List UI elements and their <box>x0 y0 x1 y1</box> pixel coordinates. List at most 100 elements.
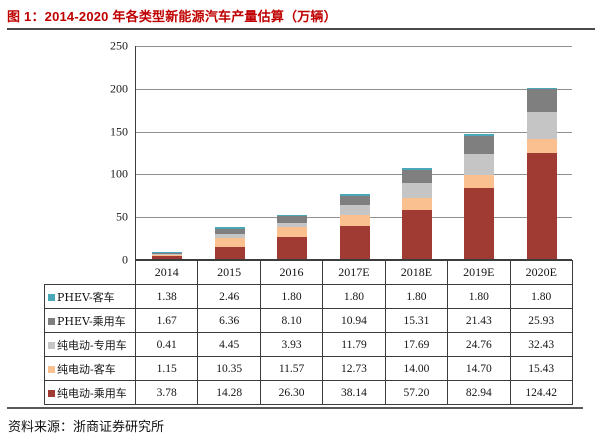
table-value-cell: 32.43 <box>509 332 573 357</box>
bar-segment <box>214 228 245 235</box>
year-header-cell: 2016 <box>259 260 324 285</box>
figure-title: 图 1：2014-2020 年各类型新能源汽车产量估算（万辆） <box>7 9 337 24</box>
bar-segment <box>152 254 183 256</box>
table-value-cell: 24.76 <box>447 332 511 357</box>
year-header-cell: 2020E <box>509 260 573 285</box>
table-value-cell: 12.73 <box>322 356 386 381</box>
y-axis-tick-label: 150 <box>110 124 128 139</box>
bar-segment <box>277 214 308 217</box>
table-value-cell: 10.94 <box>322 308 386 333</box>
legend-cell: 纯电动-客车 <box>44 356 136 381</box>
bar-segment <box>277 226 308 237</box>
bar-stack <box>464 134 495 259</box>
table-row: 纯电动-乘用车 3.78 14.28 26.30 38.14 57.20 82.94 124.… <box>44 380 573 405</box>
bar-segment <box>339 215 370 227</box>
bar-stack <box>214 226 245 259</box>
table-corner-cell <box>45 261 136 285</box>
y-axis-tick-label: 50 <box>116 209 128 224</box>
bar-segment <box>214 234 245 238</box>
bar-segment <box>464 135 495 155</box>
bar-stack <box>401 168 432 259</box>
legend-series-label: PHEV-客车 <box>57 290 115 304</box>
table-value-cell: 2.46 <box>197 284 261 309</box>
bar-segment <box>339 205 370 216</box>
table-value-cell: 6.36 <box>197 308 261 333</box>
table-value-cell: 15.43 <box>509 356 573 381</box>
table-value-cell: 11.57 <box>259 356 324 381</box>
chart-plot-area <box>135 46 572 260</box>
y-axis-tick-label: 250 <box>110 38 128 53</box>
legend-cell: PHEV-乘用车 <box>44 308 136 333</box>
bar-segment <box>152 253 183 255</box>
table-row: PHEV-客车 1.38 2.46 1.80 1.80 1.80 1.80 1.80 <box>44 284 573 309</box>
table-value-cell: 4.45 <box>197 332 261 357</box>
footer-divider <box>7 407 583 409</box>
data-table: 2014 2015 2016 2017E 2018E 2019E 2020E PHEV-客车 1… <box>44 260 573 405</box>
table-value-cell: 1.80 <box>384 284 449 309</box>
bar-segment <box>464 154 495 176</box>
legend-color-swatch-icon <box>48 342 55 349</box>
bar-segment <box>401 169 432 183</box>
table-value-cell: 1.80 <box>259 284 324 309</box>
table-value-cell: 1.38 <box>134 284 199 309</box>
table-value-cell: 0.41 <box>134 332 199 357</box>
table-value-cell: 38.14 <box>322 380 386 405</box>
title-divider <box>7 28 595 30</box>
year-header-cell: 2015 <box>197 260 261 285</box>
table-value-cell: 10.35 <box>197 356 261 381</box>
table-row: PHEV-乘用车 1.67 6.36 8.10 10.94 15.31 21.43 25.93 <box>44 308 573 333</box>
table-value-cell: 1.80 <box>322 284 386 309</box>
table-value-cell: 15.31 <box>384 308 449 333</box>
table-value-cell: 57.20 <box>384 380 449 405</box>
bar-segment <box>401 182 432 199</box>
table-value-cell: 14.00 <box>384 356 449 381</box>
legend-series-label: PHEV-乘用车 <box>57 314 126 328</box>
bar-segment <box>152 254 183 255</box>
table-value-cell: 11.79 <box>322 332 386 357</box>
bar-segment <box>214 246 245 259</box>
bar-stack <box>277 214 308 259</box>
table-value-cell: 14.70 <box>447 356 511 381</box>
year-header-cell: 2019E <box>447 260 511 285</box>
bar-stack <box>152 251 183 259</box>
bar-segment <box>401 168 432 170</box>
legend-color-swatch-icon <box>48 390 55 397</box>
bar-segment <box>526 87 557 90</box>
bar-segment <box>339 226 370 259</box>
bar-stack <box>339 194 370 259</box>
grid-line <box>136 46 572 47</box>
legend-color-swatch-icon <box>48 294 55 301</box>
bar-segment <box>277 223 308 227</box>
year-header-cell: 2014 <box>134 260 199 285</box>
table-value-cell: 21.43 <box>447 308 511 333</box>
table-value-cell: 14.28 <box>197 380 261 405</box>
legend-cell: PHEV-客车 <box>44 284 136 309</box>
table-value-cell: 1.80 <box>509 284 573 309</box>
bar-segment <box>152 255 183 259</box>
bar-segment <box>526 89 557 112</box>
y-axis-tick-label: 200 <box>110 81 128 96</box>
bar-segment <box>464 175 495 189</box>
table-value-cell: 1.80 <box>447 284 511 309</box>
table-value-cell: 1.67 <box>134 308 199 333</box>
legend-series-label: 纯电动-乘用车 <box>57 386 127 400</box>
bar-segment <box>277 216 308 224</box>
table-value-cell: 1.15 <box>134 356 199 381</box>
table-value-cell: 82.94 <box>447 380 511 405</box>
year-header-cell: 2017E <box>322 260 386 285</box>
table-value-cell: 3.78 <box>134 380 199 405</box>
table-row: 纯电动-客车 1.15 10.35 11.57 12.73 14.00 14.70 15.43 <box>44 356 573 381</box>
bar-stack <box>526 87 557 259</box>
table-value-cell: 124.42 <box>509 380 573 405</box>
bar-segment <box>277 236 308 259</box>
legend-cell: 纯电动-专用车 <box>44 332 136 357</box>
bar-segment <box>526 111 557 140</box>
bar-segment <box>526 152 557 259</box>
table-value-cell: 17.69 <box>384 332 449 357</box>
bar-segment <box>152 251 183 253</box>
legend-color-swatch-icon <box>48 366 55 373</box>
year-header-cell: 2018E <box>384 260 449 285</box>
bar-segment <box>401 198 432 211</box>
bar-segment <box>464 188 495 259</box>
